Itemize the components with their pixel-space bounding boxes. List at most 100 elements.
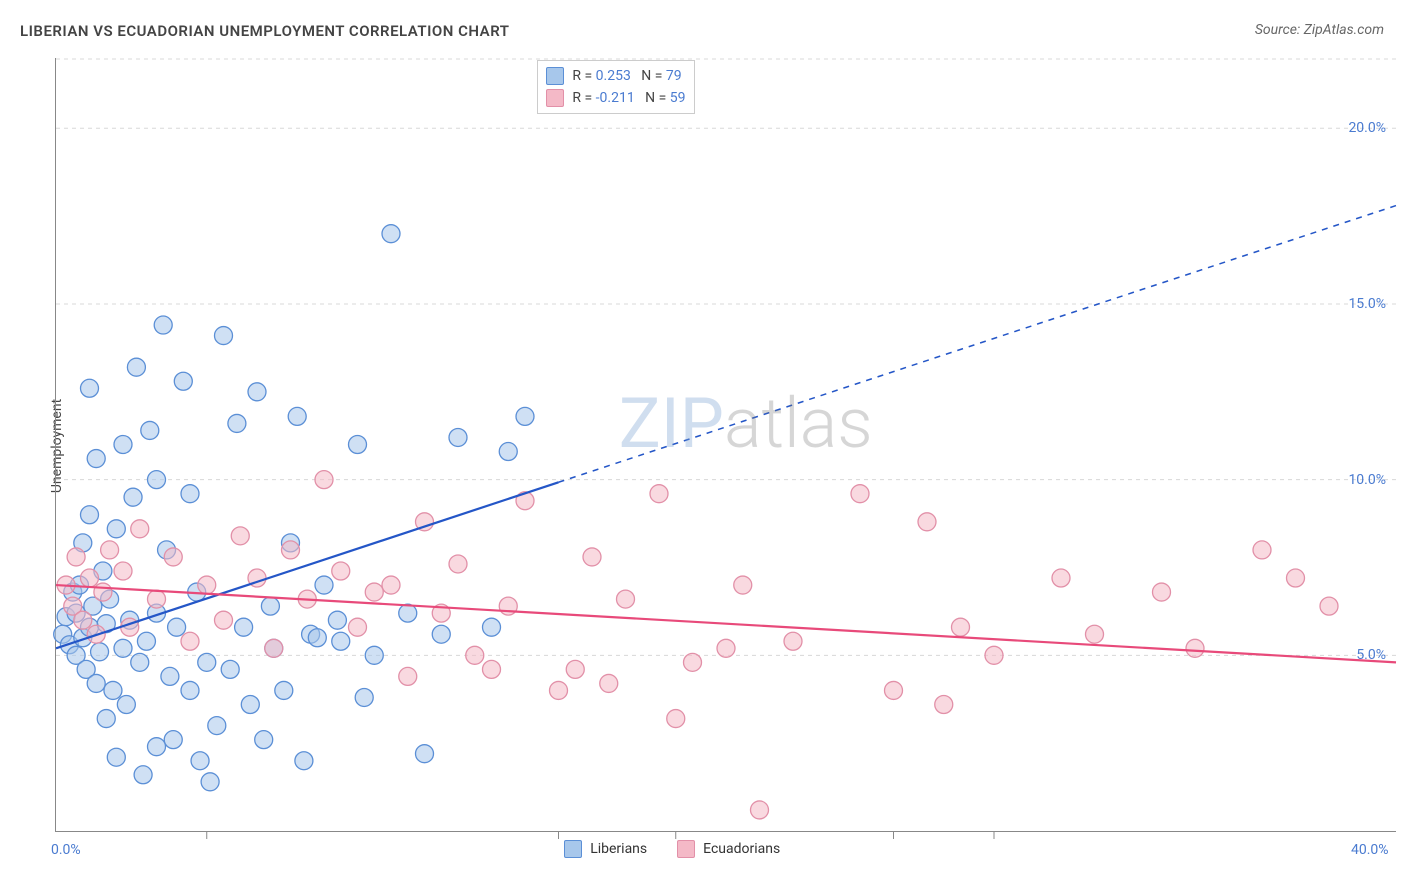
scatter-point	[985, 646, 1003, 664]
y-tick-label: 10.0%	[1348, 472, 1386, 488]
legend-row: R = -0.211 N = 59	[546, 87, 685, 109]
scatter-point	[1153, 583, 1171, 601]
scatter-point	[449, 428, 467, 446]
scatter-point	[483, 618, 501, 636]
scatter-point	[181, 632, 199, 650]
scatter-point	[174, 372, 192, 390]
scatter-point	[198, 653, 216, 671]
scatter-point	[148, 590, 166, 608]
scatter-point	[885, 681, 903, 699]
scatter-point	[181, 681, 199, 699]
legend-series: LiberiansEcuadorians	[564, 840, 780, 858]
scatter-point	[332, 562, 350, 580]
scatter-point	[215, 611, 233, 629]
scatter-point	[935, 696, 953, 714]
scatter-point	[168, 618, 186, 636]
scatter-point	[667, 710, 685, 728]
scatter-point	[449, 555, 467, 573]
scatter-point	[131, 653, 149, 671]
scatter-point	[1186, 639, 1204, 657]
scatter-point	[74, 611, 92, 629]
scatter-point	[94, 583, 112, 601]
x-tick-label: 0.0%	[51, 842, 81, 858]
scatter-point	[161, 667, 179, 685]
scatter-point	[600, 674, 618, 692]
y-tick-label: 5.0%	[1356, 647, 1386, 663]
scatter-point	[1320, 597, 1338, 615]
scatter-point	[255, 731, 273, 749]
scatter-point	[349, 436, 367, 454]
scatter-point	[87, 674, 105, 692]
scatter-point	[851, 485, 869, 503]
scatter-point	[918, 513, 936, 531]
scatter-point	[101, 541, 119, 559]
scatter-point	[67, 548, 85, 566]
scatter-point	[164, 548, 182, 566]
scatter-point	[81, 379, 99, 397]
scatter-point	[1052, 569, 1070, 587]
scatter-point	[114, 436, 132, 454]
legend-row: R = 0.253 N = 79	[546, 65, 685, 87]
legend-series-item: Liberians	[564, 840, 647, 858]
scatter-point	[265, 639, 283, 657]
scatter-point	[1086, 625, 1104, 643]
chart-container: LIBERIAN VS ECUADORIAN UNEMPLOYMENT CORR…	[0, 0, 1406, 892]
y-tick-label: 20.0%	[1348, 120, 1386, 136]
scatter-point	[248, 383, 266, 401]
scatter-point	[228, 414, 246, 432]
scatter-point	[349, 618, 367, 636]
scatter-point	[87, 450, 105, 468]
scatter-point	[308, 629, 326, 647]
scatter-point	[117, 696, 135, 714]
scatter-point	[566, 660, 584, 678]
chart-title: LIBERIAN VS ECUADORIAN UNEMPLOYMENT CORR…	[20, 22, 509, 40]
scatter-point	[148, 738, 166, 756]
legend-swatch-icon	[564, 840, 582, 858]
scatter-point	[124, 488, 142, 506]
scatter-point	[328, 611, 346, 629]
scatter-point	[483, 660, 501, 678]
scatter-point	[466, 646, 484, 664]
legend-series-label: Liberians	[590, 841, 647, 857]
scatter-point	[432, 625, 450, 643]
scatter-point	[499, 443, 517, 461]
x-tick-label: 40.0%	[1351, 842, 1389, 858]
scatter-point	[97, 710, 115, 728]
scatter-point	[154, 316, 172, 334]
scatter-point	[315, 471, 333, 489]
scatter-point	[583, 548, 601, 566]
scatter-point	[104, 681, 122, 699]
scatter-point	[114, 562, 132, 580]
scatter-point	[1253, 541, 1271, 559]
scatter-point	[81, 506, 99, 524]
scatter-point	[215, 327, 233, 345]
scatter-point	[282, 541, 300, 559]
legend-swatch-icon	[546, 67, 564, 85]
plot-area: ZIPatlas	[55, 58, 1396, 832]
scatter-point	[315, 576, 333, 594]
scatter-point	[650, 485, 668, 503]
scatter-point	[107, 520, 125, 538]
scatter-point	[952, 618, 970, 636]
scatter-point	[516, 407, 534, 425]
scatter-point	[141, 421, 159, 439]
scatter-point	[382, 225, 400, 243]
scatter-point	[81, 569, 99, 587]
scatter-point	[241, 696, 259, 714]
scatter-point	[382, 576, 400, 594]
scatter-point	[137, 632, 155, 650]
scatter-point	[295, 752, 313, 770]
source-attribution: Source: ZipAtlas.com	[1255, 22, 1384, 38]
scatter-point	[134, 766, 152, 784]
scatter-point	[684, 653, 702, 671]
scatter-point	[127, 358, 145, 376]
scatter-point	[399, 667, 417, 685]
scatter-point	[275, 681, 293, 699]
scatter-point	[208, 717, 226, 735]
scatter-point	[191, 752, 209, 770]
scatter-point	[198, 576, 216, 594]
scatter-point	[201, 773, 219, 791]
scatter-point	[355, 688, 373, 706]
scatter-point	[332, 632, 350, 650]
scatter-point	[148, 471, 166, 489]
